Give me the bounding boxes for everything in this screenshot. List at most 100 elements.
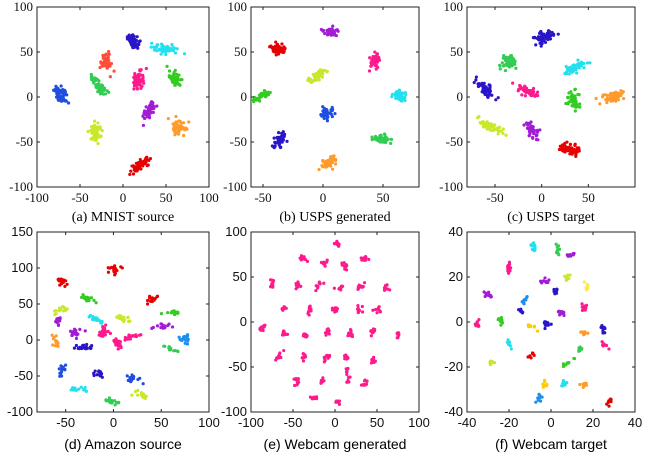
panel-1: -100 -50 0 50 100 -100 -50 0 50 100 (a) MNIST sour… bbox=[9, 0, 219, 225]
data-point bbox=[504, 133, 508, 137]
data-point bbox=[306, 309, 311, 314]
data-point bbox=[105, 89, 109, 93]
data-point bbox=[99, 321, 103, 325]
data-point bbox=[172, 122, 176, 127]
data-point bbox=[172, 125, 177, 129]
data-point bbox=[134, 80, 138, 85]
data-point bbox=[131, 172, 136, 176]
data-point bbox=[622, 96, 626, 101]
data-point bbox=[345, 268, 349, 272]
data-point bbox=[273, 141, 278, 145]
y-tick-label: -100 bbox=[439, 179, 463, 194]
data-point bbox=[61, 365, 65, 370]
data-point bbox=[561, 382, 565, 386]
data-point bbox=[380, 135, 384, 140]
y-tick-label: -50 bbox=[14, 368, 33, 383]
data-point bbox=[92, 373, 96, 378]
data-point bbox=[132, 34, 136, 38]
panel-4: -50 0 50 100 -100 -50 0 50 100 150 (d) Amazon sour… bbox=[7, 224, 220, 452]
cluster-1 bbox=[529, 241, 537, 253]
data-point bbox=[131, 39, 135, 43]
cluster-9 bbox=[370, 132, 394, 145]
data-point bbox=[61, 94, 65, 98]
data-point bbox=[569, 254, 573, 258]
data-point bbox=[101, 334, 105, 338]
data-point bbox=[325, 69, 329, 73]
y-tick-label: -20 bbox=[444, 359, 463, 374]
data-point bbox=[403, 95, 407, 99]
data-point bbox=[394, 90, 399, 95]
data-point bbox=[326, 327, 330, 331]
data-point bbox=[568, 142, 573, 146]
data-point bbox=[489, 293, 493, 298]
data-point bbox=[186, 339, 190, 343]
points bbox=[472, 29, 626, 158]
data-point bbox=[574, 63, 578, 68]
data-point bbox=[327, 160, 331, 164]
data-point bbox=[522, 123, 526, 127]
data-point bbox=[123, 338, 127, 342]
data-point bbox=[472, 80, 476, 85]
data-point bbox=[582, 280, 586, 284]
data-point bbox=[538, 393, 542, 398]
cluster-16 bbox=[542, 320, 553, 331]
data-point bbox=[180, 78, 184, 82]
data-point bbox=[571, 253, 575, 257]
data-point bbox=[126, 378, 130, 383]
data-point bbox=[530, 351, 535, 356]
data-point bbox=[307, 307, 312, 311]
data-point bbox=[323, 331, 328, 335]
data-point bbox=[130, 393, 134, 397]
data-point bbox=[155, 295, 159, 299]
data-point bbox=[528, 354, 532, 358]
data-point bbox=[91, 315, 95, 319]
cluster-5 bbox=[98, 50, 116, 79]
data-point bbox=[301, 257, 305, 261]
cluster-5 bbox=[251, 89, 272, 104]
data-point bbox=[261, 327, 265, 332]
data-point bbox=[275, 356, 279, 360]
data-point bbox=[93, 76, 97, 80]
data-point bbox=[145, 298, 150, 303]
data-point bbox=[169, 346, 173, 350]
data-point bbox=[80, 346, 84, 351]
data-point bbox=[252, 99, 256, 103]
x-tick-label: 0 bbox=[331, 415, 338, 430]
data-point bbox=[486, 290, 491, 294]
data-point bbox=[609, 91, 613, 96]
data-point bbox=[531, 86, 536, 91]
data-point bbox=[271, 278, 276, 283]
data-point bbox=[499, 316, 504, 320]
data-point bbox=[509, 266, 513, 270]
data-point bbox=[108, 64, 112, 68]
data-point bbox=[100, 83, 104, 87]
data-point bbox=[356, 285, 360, 289]
points bbox=[258, 239, 401, 406]
data-point bbox=[532, 241, 536, 245]
data-point bbox=[335, 307, 339, 311]
data-point bbox=[134, 45, 138, 49]
data-point bbox=[175, 76, 179, 80]
data-point bbox=[130, 373, 134, 377]
data-point bbox=[279, 49, 283, 53]
data-point bbox=[70, 333, 74, 338]
data-point bbox=[104, 323, 108, 327]
data-point bbox=[74, 388, 78, 392]
cluster-16 bbox=[72, 342, 94, 351]
data-point bbox=[377, 305, 381, 309]
data-point bbox=[113, 403, 117, 407]
y-tick-label: 0 bbox=[457, 89, 464, 104]
cluster-6 bbox=[159, 309, 180, 317]
data-point bbox=[330, 114, 334, 119]
data-point bbox=[572, 356, 576, 361]
data-point bbox=[102, 88, 107, 92]
cluster-29 bbox=[534, 392, 544, 404]
data-point bbox=[103, 56, 107, 61]
y-tick-label: 150 bbox=[11, 224, 33, 239]
cluster-18 bbox=[599, 323, 607, 335]
data-point bbox=[373, 359, 377, 363]
data-point bbox=[59, 90, 63, 94]
data-point bbox=[575, 71, 579, 75]
data-point bbox=[482, 290, 486, 294]
data-point bbox=[303, 257, 307, 262]
